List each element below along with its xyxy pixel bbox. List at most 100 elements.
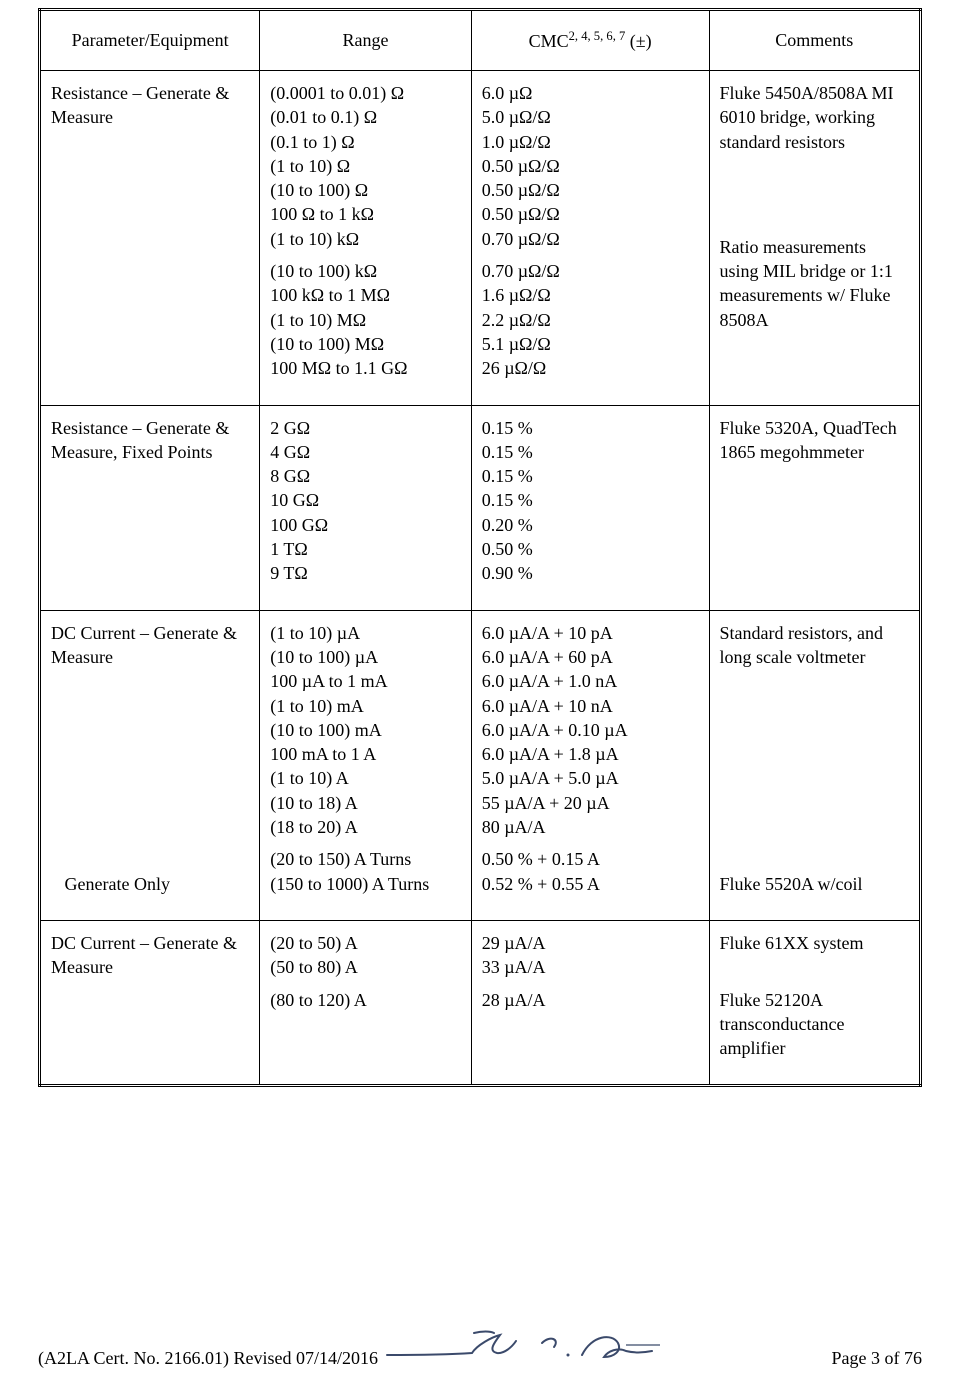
cell-cmc-line: 28 µA/A: [482, 988, 699, 1012]
cell-range-line: (1 to 10) mA: [270, 694, 460, 718]
cell-comments-block: Fluke 5520A w/coil: [720, 872, 909, 896]
cell-comments-line: [720, 955, 909, 979]
cell-comments: Fluke 5450A/8508A MI 6010 bridge, workin…: [709, 71, 920, 406]
cell-parameter-line: DC Current – Generate & Measure: [51, 931, 249, 980]
cell-cmc-line: 0.15 %: [482, 488, 699, 512]
cell-comments: Fluke 61XX system Fluke 52120A transcond…: [709, 920, 920, 1085]
cell-cmc-line: 0.50 µΩ/Ω: [482, 154, 699, 178]
footer-page: Page 3 of 76: [832, 1348, 923, 1369]
cell-cmc-line: 0.50 % + 0.15 A: [482, 847, 699, 871]
cell-comments-line: [720, 742, 909, 766]
cell-range-block: 2 GΩ4 GΩ8 GΩ10 GΩ100 GΩ1 TΩ9 TΩ: [270, 416, 460, 586]
cell-parameter-line: [51, 815, 249, 839]
cell-range-line: 10 GΩ: [270, 488, 460, 512]
table-row: DC Current – Generate & Measure Generate…: [40, 610, 921, 920]
cell-cmc: 0.15 %0.15 %0.15 %0.15 %0.20 %0.50 %0.90…: [471, 405, 709, 610]
cell-range-line: (80 to 120) A: [270, 988, 460, 1012]
header-cmc-suffix: (±): [625, 31, 651, 51]
cell-cmc: 6.0 µΩ5.0 µΩ/Ω1.0 µΩ/Ω0.50 µΩ/Ω0.50 µΩ/Ω…: [471, 71, 709, 406]
cell-range-line: [270, 1036, 460, 1060]
cell-comments-line: [720, 154, 909, 178]
cell-range-line: (1 to 10) µA: [270, 621, 460, 645]
header-parameter: Parameter/Equipment: [40, 10, 260, 71]
footer-page-prefix: Page: [832, 1348, 872, 1368]
cell-range-line: (20 to 150) A Turns: [270, 847, 460, 871]
cell-cmc-line: 0.70 µΩ/Ω: [482, 227, 699, 251]
cell-range-line: 100 µA to 1 mA: [270, 669, 460, 693]
cell-range-line: 8 GΩ: [270, 464, 460, 488]
cell-parameter: DC Current – Generate & Measure Generate…: [40, 610, 260, 920]
cell-parameter-line: [51, 694, 249, 718]
page-footer: (A2LA Cert. No. 2166.01) Revised 07/14/2…: [38, 1325, 922, 1369]
footer-left: (A2LA Cert. No. 2166.01) Revised 07/14/2…: [38, 1325, 662, 1369]
cell-comments-line: [720, 202, 909, 226]
cell-comments-line: [720, 766, 909, 790]
cell-range-line: 100 Ω to 1 kΩ: [270, 202, 460, 226]
cell-range-block: (10 to 100) kΩ100 kΩ to 1 MΩ(1 to 10) MΩ…: [270, 259, 460, 380]
cell-comments-block: Standard resistors, and long scale voltm…: [720, 621, 909, 864]
cell-parameter-line: Resistance – Generate & Measure: [51, 81, 249, 130]
cell-cmc-line: 6.0 µA/A + 10 nA: [482, 694, 699, 718]
cell-range-line: (10 to 100) MΩ: [270, 332, 460, 356]
header-cmc-prefix: CMC: [529, 31, 569, 51]
header-cmc-superscript: 2, 4, 5, 6, 7: [569, 29, 626, 43]
cell-cmc-line: 5.0 µA/A + 5.0 µA: [482, 766, 699, 790]
header-comments: Comments: [709, 10, 920, 71]
cell-range: (1 to 10) µA(10 to 100) µA100 µA to 1 mA…: [260, 610, 471, 920]
cell-range-line: (1 to 10) MΩ: [270, 308, 460, 332]
cell-range-line: (1 to 10) A: [270, 766, 460, 790]
signature-icon: [382, 1325, 662, 1369]
header-range: Range: [260, 10, 471, 71]
cell-comments-line: [720, 815, 909, 839]
cell-cmc-line: [482, 1012, 699, 1036]
footer-cert-no: 2166.01: [164, 1348, 223, 1368]
cell-parameter-line: Resistance – Generate & Measure, Fixed P…: [51, 416, 249, 465]
cell-comments-line: [720, 178, 909, 202]
cell-cmc-line: 6.0 µA/A + 0.10 µA: [482, 718, 699, 742]
cell-parameter-block: DC Current – Generate & Measure: [51, 931, 249, 980]
cell-range-line: (1 to 10) Ω: [270, 154, 460, 178]
table-row: DC Current – Generate & Measure (20 to 50…: [40, 920, 921, 1085]
cell-cmc-line: 6.0 µA/A + 1.8 µA: [482, 742, 699, 766]
cell-range-line: 100 mA to 1 A: [270, 742, 460, 766]
cell-comments-line: Standard resistors, and long scale voltm…: [720, 621, 909, 670]
cell-parameter-line: [51, 766, 249, 790]
cell-cmc-line: [482, 1036, 699, 1060]
cell-cmc-block: 6.0 µA/A + 10 pA6.0 µA/A + 60 pA6.0 µA/A…: [482, 621, 699, 840]
cell-cmc-line: 6.0 µΩ: [482, 81, 699, 105]
cell-comments-block: Fluke 5450A/8508A MI 6010 bridge, workin…: [720, 81, 909, 227]
cell-cmc-line: 5.1 µΩ/Ω: [482, 332, 699, 356]
cell-range-line: (0.01 to 0.1) Ω: [270, 105, 460, 129]
cell-cmc-block: 0.70 µΩ/Ω1.6 µΩ/Ω2.2 µΩ/Ω5.1 µΩ/Ω26 µΩ/Ω: [482, 259, 699, 380]
cell-range-line: [270, 1012, 460, 1036]
footer-page-num: 3: [871, 1348, 880, 1368]
cell-parameter-line: [51, 669, 249, 693]
cell-parameter-block: Resistance – Generate & Measure: [51, 81, 249, 130]
cell-parameter-block: DC Current – Generate & Measure: [51, 621, 249, 864]
cell-cmc-block: 28 µA/A: [482, 988, 699, 1061]
cell-comments-line: [720, 669, 909, 693]
cell-comments-line: Fluke 5450A/8508A MI 6010 bridge, workin…: [720, 81, 909, 154]
cell-range: (0.0001 to 0.01) Ω(0.01 to 0.1) Ω(0.1 to…: [260, 71, 471, 406]
cell-cmc-line: 6.0 µA/A + 1.0 nA: [482, 669, 699, 693]
cell-parameter-line: Generate Only: [51, 872, 249, 896]
cell-cmc-line: 0.70 µΩ/Ω: [482, 259, 699, 283]
cell-comments-block: Fluke 52120A transconductance amplifier: [720, 988, 909, 1061]
cell-cmc-block: 6.0 µΩ5.0 µΩ/Ω1.0 µΩ/Ω0.50 µΩ/Ω0.50 µΩ/Ω…: [482, 81, 699, 251]
cell-cmc-line: 6.0 µA/A + 60 pA: [482, 645, 699, 669]
cell-parameter-line: [51, 839, 249, 863]
cell-cmc-line: 1.0 µΩ/Ω: [482, 130, 699, 154]
cell-range-line: (10 to 100) Ω: [270, 178, 460, 202]
cell-comments-block: Fluke 61XX system: [720, 931, 909, 980]
footer-cert-prefix: (A2LA Cert. No.: [38, 1348, 164, 1368]
cell-range-block: (20 to 150) A Turns(150 to 1000) A Turns: [270, 847, 460, 896]
cell-range-block: (20 to 50) A(50 to 80) A: [270, 931, 460, 980]
cell-cmc-line: 26 µΩ/Ω: [482, 356, 699, 380]
cell-cmc-line: 0.90 %: [482, 561, 699, 585]
cell-parameter-block: Resistance – Generate & Measure, Fixed P…: [51, 416, 249, 465]
cell-range-line: (10 to 100) kΩ: [270, 259, 460, 283]
cell-range-block: (1 to 10) µA(10 to 100) µA100 µA to 1 mA…: [270, 621, 460, 840]
cell-comments-line: Ratio measurements using MIL bridge or 1…: [720, 235, 909, 332]
header-cmc: CMC2, 4, 5, 6, 7 (±): [471, 10, 709, 71]
table-header-row: Parameter/Equipment Range CMC2, 4, 5, 6,…: [40, 10, 921, 71]
